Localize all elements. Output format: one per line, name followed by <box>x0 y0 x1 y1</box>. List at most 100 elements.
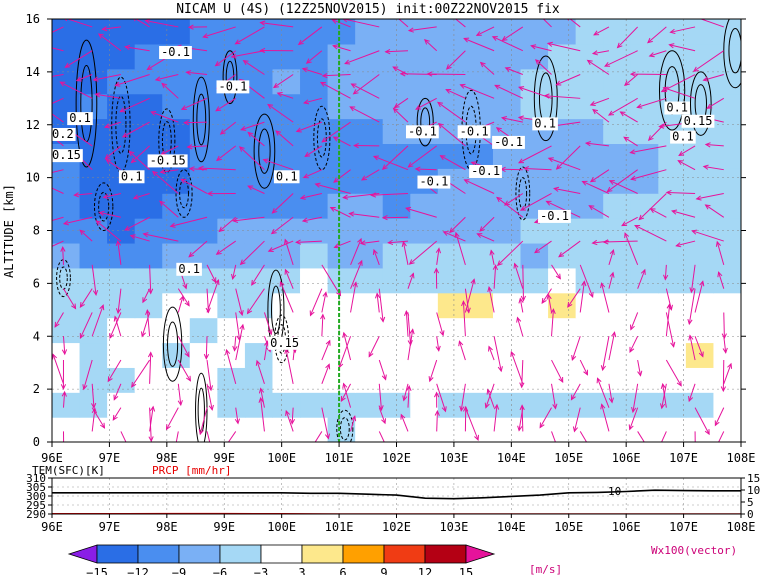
u-cell <box>685 43 715 70</box>
wind-vector-head <box>305 58 312 64</box>
wind-vector <box>403 383 409 401</box>
wind-vector-head <box>435 345 441 352</box>
wind-vector-head <box>545 200 552 206</box>
surface-x-tick-label: 99E <box>213 520 235 534</box>
u-cell <box>162 93 191 120</box>
u-cell <box>410 417 439 442</box>
wind-vector <box>52 216 64 221</box>
wind-vector <box>83 359 93 390</box>
wind-vector <box>52 187 64 194</box>
wind-vector-head <box>660 382 666 389</box>
x-tick-label: 105E <box>554 451 583 465</box>
u-cell <box>107 218 136 244</box>
wind-vector <box>650 208 667 218</box>
legend-temperature: TEM(SFC)[K] <box>32 464 105 477</box>
wind-vector-head <box>275 130 282 136</box>
wind-vector-head <box>92 76 99 82</box>
wind-vector-head <box>516 316 522 323</box>
u-cell <box>410 342 439 368</box>
wind-vector <box>547 294 553 313</box>
contour-label: -0.1 <box>457 124 491 139</box>
u-cell <box>134 93 163 120</box>
wind-vector-head <box>188 251 195 258</box>
u-cell <box>410 392 439 418</box>
wind-vector <box>131 359 151 388</box>
wind-vector-head <box>399 71 406 77</box>
u-cell <box>548 43 577 70</box>
wind-vector-head <box>720 386 727 393</box>
u-cell <box>630 242 659 269</box>
wind-vector <box>321 314 324 337</box>
u-cell <box>630 317 659 344</box>
wind-vector-head <box>372 248 378 256</box>
wind-vector-head <box>312 443 316 448</box>
wind-vector <box>131 145 150 163</box>
x-tick-label: 99E <box>213 451 235 465</box>
wind-vector-head <box>449 227 455 234</box>
contour-label: -0.1 <box>417 175 451 189</box>
wind-vector <box>155 74 179 81</box>
wind-vector-head <box>119 107 126 113</box>
u-cell <box>492 68 522 95</box>
svg-text:0.1: 0.1 <box>69 111 91 125</box>
wind-vector <box>487 389 495 408</box>
wind-vector-head <box>73 192 80 198</box>
u-cell <box>300 292 329 319</box>
wind-vector <box>342 19 380 28</box>
u-cell <box>630 68 659 95</box>
wind-vector-head <box>669 28 676 34</box>
wind-vector-head <box>609 271 615 278</box>
wind-vector <box>273 74 294 88</box>
u-cell <box>79 19 108 45</box>
wind-vector <box>103 193 122 198</box>
u-cell <box>300 68 329 95</box>
w-contour <box>515 166 531 221</box>
wind-vector-head <box>271 208 278 214</box>
wind-vector <box>579 359 588 375</box>
wind-vector <box>718 272 725 289</box>
wind-vector <box>446 89 466 99</box>
wind-vector-head <box>211 277 217 284</box>
wind-vector-head <box>445 64 452 70</box>
colorbar-tick-label: 6 <box>339 566 346 575</box>
wind-vector <box>629 407 639 430</box>
wind-vector <box>260 397 265 432</box>
wind-vector <box>170 216 208 227</box>
wind-vector-head <box>238 146 245 152</box>
wind-vector <box>678 160 696 171</box>
x-tick-label: 102E <box>382 451 411 465</box>
wind-vector-head <box>384 48 391 55</box>
u-cell <box>603 342 632 368</box>
u-cell <box>685 367 715 393</box>
u-cell <box>327 367 356 393</box>
u-cell <box>492 392 522 418</box>
u-cell <box>685 292 715 319</box>
wind-vector-head <box>520 295 527 302</box>
u-cell <box>685 19 715 45</box>
wind-vector <box>321 292 327 313</box>
wind-vector-head <box>54 321 60 328</box>
colorbar-band <box>96 544 139 564</box>
wind-vector <box>159 200 179 218</box>
wind-vector <box>493 265 497 289</box>
wind-vector-head <box>372 155 380 161</box>
u-cell <box>437 93 466 120</box>
wind-vector <box>302 216 322 222</box>
wind-vector-head <box>534 248 541 254</box>
wind-vector-head <box>295 127 302 133</box>
wind-vector-head <box>634 224 641 230</box>
wind-vector <box>604 50 638 67</box>
wind-vector-head <box>133 19 136 22</box>
svg-text:0.2: 0.2 <box>52 127 74 141</box>
wind-vector <box>378 359 387 380</box>
colorbar-band <box>178 544 221 564</box>
wind-vector <box>551 264 561 279</box>
wind-vector-head <box>530 44 537 50</box>
u-cell <box>465 367 494 393</box>
surface-right-tick-label: 5 <box>747 496 754 509</box>
wind-vector-head <box>543 93 550 99</box>
wind-vector-head <box>588 291 594 298</box>
u-cell <box>713 143 741 169</box>
wind-vector <box>310 288 323 316</box>
wind-vector-head <box>704 204 711 210</box>
